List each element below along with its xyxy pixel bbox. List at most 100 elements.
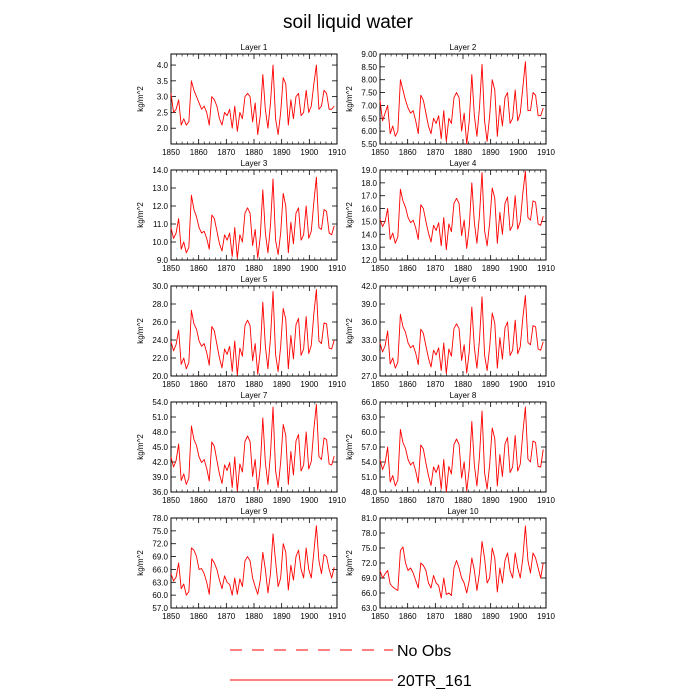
y-tick-label: 20.0 xyxy=(152,372,168,381)
x-tick-label: 1890 xyxy=(273,264,291,273)
x-tick-label: 1880 xyxy=(245,148,263,157)
y-tick-label: 12.0 xyxy=(361,256,377,265)
y-tick-label: 36.0 xyxy=(361,318,377,327)
series-line xyxy=(170,525,335,596)
x-tick-label: 1910 xyxy=(537,380,555,389)
y-tick-label: 13.0 xyxy=(361,243,377,252)
panel-layer-2: Layer 2 1850 1860 1870 1880 1890 1900 1910 5.50 6… xyxy=(345,43,555,157)
x-tick-label: 1860 xyxy=(399,612,417,621)
y-tick-label: 11.0 xyxy=(153,220,169,229)
y-tick-label: 3.5 xyxy=(157,77,169,86)
panel-layer-10: Layer 10 1850 1860 1870 1880 1890 1900 1910 63.0… xyxy=(345,507,555,621)
x-tick-label: 1900 xyxy=(509,264,527,273)
panel-title: Layer 4 xyxy=(450,159,477,168)
y-tick-label: 9.0 xyxy=(157,256,169,265)
x-tick-label: 1860 xyxy=(399,496,417,505)
y-tick-label: 54.0 xyxy=(361,458,377,467)
y-tick-label: 39.0 xyxy=(152,473,168,482)
series-line xyxy=(170,64,335,135)
y-tick-label: 63.0 xyxy=(361,604,377,613)
y-tick-label: 22.0 xyxy=(152,354,168,363)
y-tick-label: 48.0 xyxy=(152,428,168,437)
y-tick-label: 4.0 xyxy=(157,61,169,70)
y-tick-label: 57.0 xyxy=(152,604,168,613)
panel-layer-4: Layer 4 1850 1860 1870 1880 1890 1900 1910 12.0 1… xyxy=(345,159,555,273)
y-tick-label: 60.0 xyxy=(361,428,377,437)
x-tick-label: 1910 xyxy=(537,148,555,157)
x-tick-label: 1870 xyxy=(426,264,444,273)
x-tick-label: 1880 xyxy=(454,612,472,621)
x-tick-label: 1850 xyxy=(371,496,389,505)
y-tick-label: 5.50 xyxy=(361,140,377,149)
y-tick-label: 72.0 xyxy=(361,559,377,568)
y-tick-label: 6.00 xyxy=(361,127,377,136)
x-tick-label: 1850 xyxy=(162,612,180,621)
legend-item: No Obs xyxy=(230,643,451,660)
legend-label: 20TR_161 xyxy=(397,673,472,690)
y-tick-label: 15.0 xyxy=(361,217,377,226)
x-tick-label: 1850 xyxy=(371,380,389,389)
y-tick-label: 48.0 xyxy=(361,488,377,497)
y-tick-label: 2.0 xyxy=(157,124,169,133)
y-tick-label: 7.00 xyxy=(361,101,377,110)
y-tick-label: 16.0 xyxy=(361,205,377,214)
y-axis-label: kg/m^2 xyxy=(136,318,145,344)
panel-title: Layer 6 xyxy=(450,275,477,284)
x-tick-label: 1900 xyxy=(509,148,527,157)
panels: Layer 1 1850 1860 1870 1880 1890 1900 1910 2.0 2.… xyxy=(136,43,555,621)
x-tick-label: 1870 xyxy=(217,148,235,157)
y-tick-label: 27.0 xyxy=(361,372,377,381)
x-tick-label: 1860 xyxy=(190,264,208,273)
x-tick-label: 1870 xyxy=(217,496,235,505)
x-tick-label: 1890 xyxy=(482,380,500,389)
x-tick-label: 1900 xyxy=(300,612,318,621)
y-tick-label: 8.50 xyxy=(361,63,377,72)
panel-title: Layer 2 xyxy=(450,43,477,52)
y-tick-label: 63.0 xyxy=(361,413,377,422)
x-tick-label: 1880 xyxy=(454,496,472,505)
x-tick-label: 1880 xyxy=(245,264,263,273)
x-tick-label: 1850 xyxy=(162,380,180,389)
x-tick-label: 1870 xyxy=(426,380,444,389)
x-tick-label: 1850 xyxy=(162,496,180,505)
x-tick-label: 1860 xyxy=(190,496,208,505)
y-tick-label: 2.5 xyxy=(157,108,169,117)
legend: No Obs 20TR_161 xyxy=(230,643,472,690)
series-line xyxy=(379,61,544,145)
y-tick-label: 69.0 xyxy=(361,574,377,583)
y-tick-label: 19.0 xyxy=(361,166,377,175)
series-line xyxy=(379,406,544,493)
y-tick-label: 14.0 xyxy=(152,166,168,175)
x-tick-label: 1880 xyxy=(245,496,263,505)
x-tick-label: 1860 xyxy=(190,380,208,389)
x-tick-label: 1890 xyxy=(273,148,291,157)
y-tick-label: 36.0 xyxy=(152,488,168,497)
panel-title: Layer 5 xyxy=(241,275,268,284)
x-tick-label: 1850 xyxy=(371,148,389,157)
x-tick-label: 1900 xyxy=(509,380,527,389)
series-line xyxy=(379,170,544,251)
y-axis-label: kg/m^2 xyxy=(345,86,354,112)
panel-title: Layer 1 xyxy=(241,43,268,52)
x-tick-label: 1880 xyxy=(454,148,472,157)
x-tick-label: 1860 xyxy=(399,148,417,157)
x-tick-label: 1900 xyxy=(509,612,527,621)
y-tick-label: 66.0 xyxy=(361,398,377,407)
y-axis-label: kg/m^2 xyxy=(345,318,354,344)
y-tick-label: 78.0 xyxy=(152,514,168,523)
x-tick-label: 1870 xyxy=(217,612,235,621)
y-tick-label: 69.0 xyxy=(152,553,168,562)
y-tick-label: 7.50 xyxy=(361,89,377,98)
y-tick-label: 28.0 xyxy=(152,300,168,309)
y-tick-label: 17.0 xyxy=(361,192,377,201)
x-tick-label: 1900 xyxy=(300,148,318,157)
y-tick-label: 26.0 xyxy=(152,318,168,327)
y-tick-label: 42.0 xyxy=(361,282,377,291)
panel-title: Layer 10 xyxy=(447,507,479,516)
y-tick-label: 45.0 xyxy=(152,443,168,452)
y-tick-label: 57.0 xyxy=(361,443,377,452)
panel-layer-3: Layer 3 1850 1860 1870 1880 1890 1900 1910 9.0 10… xyxy=(136,159,346,273)
y-axis-label: kg/m^2 xyxy=(136,86,145,112)
plot-frame xyxy=(170,517,338,609)
